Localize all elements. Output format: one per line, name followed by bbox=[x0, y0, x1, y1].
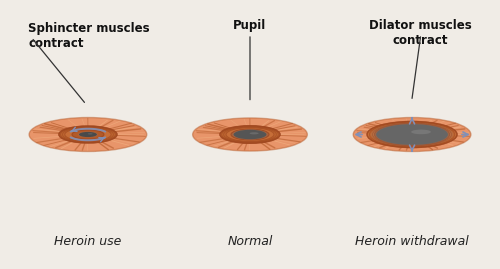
Text: Dilator muscles
contract: Dilator muscles contract bbox=[369, 19, 472, 47]
Ellipse shape bbox=[220, 126, 280, 143]
Ellipse shape bbox=[232, 129, 268, 140]
Ellipse shape bbox=[78, 132, 98, 137]
Text: Heroin use: Heroin use bbox=[54, 235, 122, 248]
Ellipse shape bbox=[59, 126, 117, 143]
Ellipse shape bbox=[78, 132, 98, 137]
Ellipse shape bbox=[72, 130, 104, 139]
Ellipse shape bbox=[374, 124, 450, 145]
Text: Pupil: Pupil bbox=[234, 19, 266, 33]
Ellipse shape bbox=[231, 129, 269, 140]
Ellipse shape bbox=[192, 118, 308, 151]
Ellipse shape bbox=[367, 122, 457, 147]
Ellipse shape bbox=[374, 124, 450, 145]
Ellipse shape bbox=[88, 133, 92, 134]
Ellipse shape bbox=[29, 118, 147, 151]
Ellipse shape bbox=[411, 130, 431, 134]
Ellipse shape bbox=[376, 124, 448, 145]
Text: Heroin withdrawal: Heroin withdrawal bbox=[355, 235, 469, 248]
Text: Sphincter muscles
contract: Sphincter muscles contract bbox=[28, 22, 150, 50]
Text: Normal: Normal bbox=[228, 235, 272, 248]
Ellipse shape bbox=[231, 129, 269, 140]
Ellipse shape bbox=[250, 132, 258, 134]
Ellipse shape bbox=[79, 132, 97, 137]
Ellipse shape bbox=[234, 130, 266, 139]
Ellipse shape bbox=[353, 118, 471, 151]
Ellipse shape bbox=[371, 123, 454, 146]
